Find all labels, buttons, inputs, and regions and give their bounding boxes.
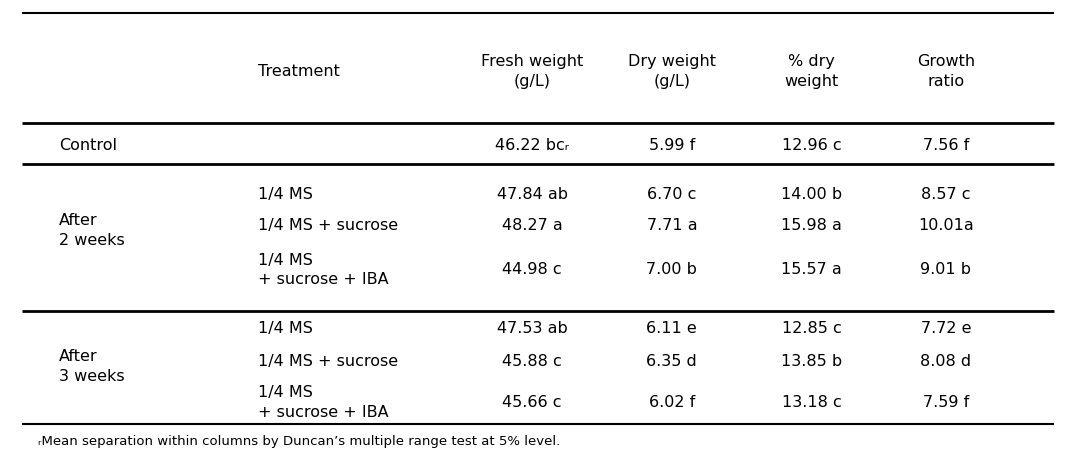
Text: 13.18 c: 13.18 c <box>782 395 842 410</box>
Text: % dry
weight: % dry weight <box>785 54 838 89</box>
Text: 47.84 ab: 47.84 ab <box>497 186 568 202</box>
Text: 1/4 MS
+ sucrose + IBA: 1/4 MS + sucrose + IBA <box>258 253 389 287</box>
Text: 9.01 b: 9.01 b <box>920 262 972 278</box>
Text: Treatment: Treatment <box>258 64 340 79</box>
Text: 7.00 b: 7.00 b <box>646 262 698 278</box>
Text: 1/4 MS + sucrose: 1/4 MS + sucrose <box>258 218 398 233</box>
Text: 48.27 a: 48.27 a <box>502 218 562 233</box>
Text: 12.96 c: 12.96 c <box>782 138 842 153</box>
Text: 12.85 c: 12.85 c <box>782 321 842 336</box>
Text: 5.99 f: 5.99 f <box>648 138 696 153</box>
Text: Growth
ratio: Growth ratio <box>917 54 975 89</box>
Text: 13.85 b: 13.85 b <box>782 354 842 369</box>
Text: ᵣMean separation within columns by Duncan’s multiple range test at 5% level.: ᵣMean separation within columns by Dunca… <box>38 435 560 448</box>
Text: 8.08 d: 8.08 d <box>920 354 972 369</box>
Text: 45.66 c: 45.66 c <box>502 395 562 410</box>
Text: 7.72 e: 7.72 e <box>921 321 971 336</box>
Text: 6.11 e: 6.11 e <box>646 321 698 336</box>
Text: 45.88 c: 45.88 c <box>502 354 562 369</box>
Text: 7.59 f: 7.59 f <box>922 395 970 410</box>
Text: 6.35 d: 6.35 d <box>646 354 698 369</box>
Text: After
3 weeks: After 3 weeks <box>59 349 125 384</box>
Text: 1/4 MS
+ sucrose + IBA: 1/4 MS + sucrose + IBA <box>258 385 389 420</box>
Text: After
2 weeks: After 2 weeks <box>59 213 125 248</box>
Text: 15.57 a: 15.57 a <box>782 262 842 278</box>
Text: 1/4 MS + sucrose: 1/4 MS + sucrose <box>258 354 398 369</box>
Text: 46.22 bcᵣ: 46.22 bcᵣ <box>496 138 569 153</box>
Text: 6.70 c: 6.70 c <box>647 186 697 202</box>
Text: Dry weight
(g/L): Dry weight (g/L) <box>628 54 716 89</box>
Text: 44.98 c: 44.98 c <box>502 262 562 278</box>
Text: 15.98 a: 15.98 a <box>782 218 842 233</box>
Text: 10.01a: 10.01a <box>918 218 974 233</box>
Text: 1/4 MS: 1/4 MS <box>258 321 313 336</box>
Text: 47.53 ab: 47.53 ab <box>497 321 568 336</box>
Text: 8.57 c: 8.57 c <box>921 186 971 202</box>
Text: Fresh weight
(g/L): Fresh weight (g/L) <box>481 54 584 89</box>
Text: 7.56 f: 7.56 f <box>922 138 970 153</box>
Text: 6.02 f: 6.02 f <box>648 395 696 410</box>
Text: 7.71 a: 7.71 a <box>646 218 698 233</box>
Text: 14.00 b: 14.00 b <box>782 186 842 202</box>
Text: 1/4 MS: 1/4 MS <box>258 186 313 202</box>
Text: Control: Control <box>59 138 117 153</box>
